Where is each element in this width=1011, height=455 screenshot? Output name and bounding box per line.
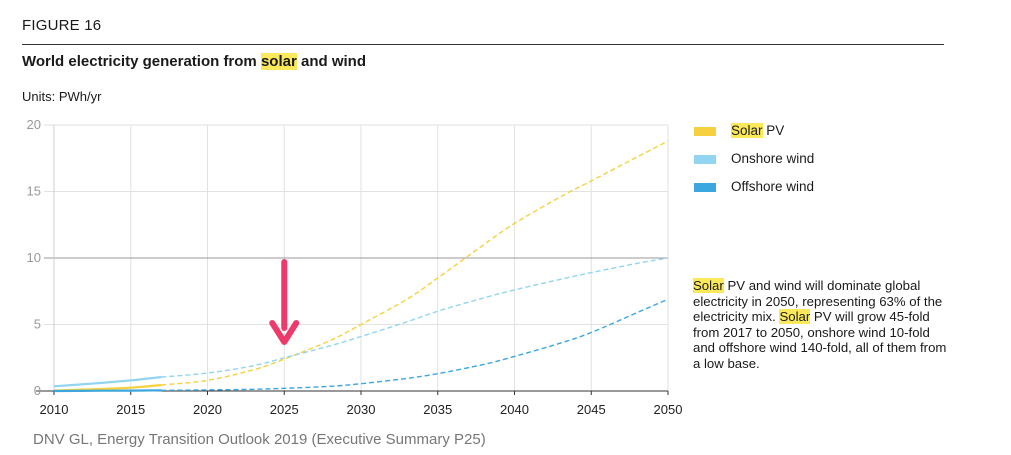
- legend-label-rest: Onshore wind: [731, 151, 815, 166]
- legend-label-rest: PV: [762, 123, 785, 138]
- legend-label-solar-pv: Solar PV: [731, 122, 784, 140]
- legend-label-onshore-wind: Onshore wind: [731, 150, 814, 168]
- figure-label: FIGURE 16: [22, 17, 102, 34]
- x-tick-label: 2025: [270, 402, 299, 417]
- chart-ticks: 2010 2015 2020 2025 2030 2035 2040 2045 20500510…: [27, 117, 683, 417]
- y-tick-label: 5: [34, 317, 41, 332]
- y-tick-label: 15: [27, 184, 41, 199]
- title-text-before: World electricity generation from: [22, 53, 261, 70]
- x-tick-label: 2040: [500, 402, 529, 417]
- legend-highlight: Solar: [731, 123, 763, 138]
- chart-series: [53, 140, 669, 393]
- chart-title: World electricity generation from solar …: [22, 53, 366, 70]
- series-line-onshore-wind-projection: [161, 257, 669, 378]
- chart-grid: [36, 124, 669, 392]
- note-highlight: Solar: [693, 278, 724, 293]
- series-line-offshore-wind-historical: [53, 389, 162, 393]
- y-tick-label: 0: [34, 383, 41, 398]
- note-highlight: Solar: [779, 309, 811, 325]
- x-tick-label: 2010: [40, 402, 69, 417]
- series-line-onshore-wind-historical: [53, 375, 162, 388]
- x-tick-label: 2030: [347, 402, 376, 417]
- x-tick-label: 2035: [423, 402, 452, 417]
- legend-label-offshore-wind: Offshore wind: [731, 178, 814, 196]
- note-text: PV will grow 45-fold from 2017 to 2050, …: [693, 309, 947, 371]
- annotation-arrow: [269, 259, 300, 345]
- header-rule: [22, 44, 944, 45]
- x-tick-label: 2020: [193, 402, 222, 417]
- annotation-note: Solar PV and wind will dominate global e…: [693, 278, 955, 372]
- legend-label-rest: Offshore wind: [731, 179, 815, 194]
- x-tick-label: 2050: [654, 402, 683, 417]
- series-line-offshore-wind-projection: [161, 298, 669, 391]
- note-text: PV and wind will dominate global electri…: [693, 278, 943, 325]
- x-tick-label: 2015: [116, 402, 145, 417]
- y-tick-label: 10: [27, 250, 41, 265]
- series-line-solar-pv-projection: [161, 140, 669, 386]
- legend-swatch-solar-pv: [694, 127, 716, 136]
- title-highlight: solar: [260, 53, 297, 70]
- title-text-after: and wind: [296, 53, 366, 70]
- legend-swatch-onshore-wind: [694, 155, 716, 164]
- arrow-head: [269, 320, 300, 345]
- y-tick-label: 20: [27, 117, 41, 132]
- units-label: Units: PWh/yr: [22, 89, 102, 104]
- source-caption: DNV GL, Energy Transition Outlook 2019 (…: [33, 431, 486, 448]
- x-tick-label: 2045: [577, 402, 606, 417]
- legend-swatch-offshore-wind: [694, 183, 716, 192]
